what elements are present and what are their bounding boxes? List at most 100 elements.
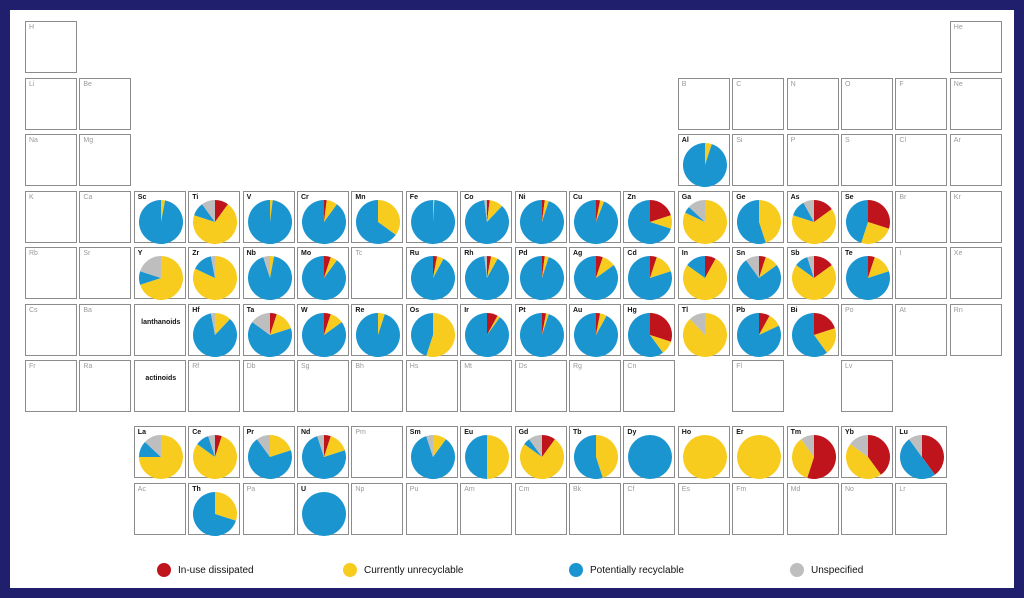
element-symbol: Gd [518,429,529,436]
element-symbol: Pm [355,429,366,436]
pie-slice-sm-recyclable [410,436,455,480]
element-cell-es: Es [677,483,730,535]
element-symbol: Rg [573,363,582,370]
element-cell-cm: Cm [514,483,567,535]
element-symbol: Pr [246,429,254,436]
pie-slice-mo-dissipated [324,256,331,278]
element-cell-er: Er [732,426,785,479]
pie-slice-zn-recyclable [628,199,672,244]
pie-pb [737,312,782,357]
element-symbol: Rb [29,250,38,257]
element-cell-ra: Ra [79,360,132,412]
pie-slice-as-dissipated [813,199,832,222]
pie-slice-pd-unrecyclable [541,256,549,278]
element-symbol: Ar [953,137,961,144]
pie-mn [356,199,401,244]
element-cell-sc: Sc [133,190,186,244]
pie-slice-pb-unrecyclable [759,315,780,335]
element-cell-bh: Bh [351,360,404,412]
pie-slice-fe-unrecyclable [432,199,435,222]
pie-co [465,199,510,244]
pie-ga [682,199,727,244]
element-cell-ce: Ce [188,426,241,480]
element-cell-os: Os [405,303,458,357]
element-cell-dy: Dy [623,426,676,479]
pie-slice-au-recyclable [574,312,619,357]
element-cell-ag: Ag [569,247,621,300]
pie-slice-cu-recyclable [574,199,619,244]
element-cell-rn: Rn [949,303,1002,356]
legend-swatch-recyclable [569,563,583,577]
pie-slice-ti-unspecified [202,199,216,222]
pie-slice-ir-recyclable [465,312,510,357]
element-symbol: Pd [518,250,528,257]
element-cell-zr: Zr [188,247,241,300]
pie-slice-ta-recyclable [247,321,292,357]
element-symbol: K [29,193,34,201]
element-symbol: Au [573,306,583,314]
element-symbol: F [899,80,904,88]
pie-slice-fe-recyclable [410,199,455,244]
element-cell-ho: Ho [677,426,730,479]
pie-bi [791,312,836,357]
element-cell-lv: Lv [841,360,893,412]
pie-slice-nb-recyclable [247,256,292,301]
element-symbol: Li [29,80,35,88]
pie-slice-ru-dissipated [432,256,437,278]
pie-er [737,435,782,479]
pie-slice-mo-recyclable [302,256,347,300]
element-symbol: Eu [464,429,474,436]
element-symbol: No [845,486,854,493]
element-symbol: W [301,306,308,314]
element-symbol: Sn [736,250,746,257]
element-symbol: La [137,429,146,436]
cell-actinoids: actinoids [133,360,186,412]
element-cell-fm: Fm [732,483,785,535]
element-symbol: Es [681,486,690,493]
pie-slice-re-recyclable [356,312,401,357]
element-symbol: Re [355,306,365,314]
pie-slice-gd-unrecyclable [519,439,564,479]
pie-slice-pt-unrecyclable [541,312,549,335]
pie-cr [302,199,347,244]
pie-zn [628,199,673,244]
element-cell-th: Th [188,483,241,536]
element-cell-cf: Cf [623,483,676,535]
element-symbol: He [953,24,963,31]
pie-ho [682,435,727,479]
element-cell-mt: Mt [460,360,513,412]
element-symbol: Dy [627,429,637,436]
element-symbol: Zr [192,250,200,257]
element-cell-at: At [895,303,948,356]
element-cell-pr: Pr [242,426,295,480]
pie-slice-ti-dissipated [215,199,229,222]
pie-slice-th-recyclable [193,492,237,536]
pie-nd [301,435,346,480]
element-cell-ru: Ru [405,247,458,300]
element-symbol: Si [736,137,743,144]
pie-slice-cd-recyclable [628,256,673,300]
element-symbol: Ra [83,363,93,370]
pie-ce [193,435,238,480]
element-symbol: Mn [355,193,366,201]
element-cell-bi: Bi [786,303,839,357]
element-cell-ar: Ar [949,134,1002,186]
pie-slice-cu-unrecyclable [596,199,605,222]
pie-slice-mn-recyclable [356,199,397,244]
element-symbol: V [246,193,252,201]
element-cell-bk: Bk [569,483,621,535]
pie-pr [247,435,292,480]
pie-slice-y-unrecyclable [139,256,183,300]
element-cell-se: Se [841,190,893,244]
pie-slice-dy-recyclable [628,435,673,479]
pie-slice-cd-unrecyclable [650,257,672,278]
pie-slice-pr-unrecyclable [269,435,291,457]
pie-slice-hg-recyclable [628,312,664,357]
pie-slice-bi-dissipated [813,312,835,335]
pie-w [302,312,347,357]
pie-slice-se-dissipated [868,199,890,229]
element-cell-md: Md [786,483,839,535]
pie-sm [410,435,455,480]
element-cell-mn: Mn [351,190,404,244]
element-cell-ca: Ca [79,190,132,243]
